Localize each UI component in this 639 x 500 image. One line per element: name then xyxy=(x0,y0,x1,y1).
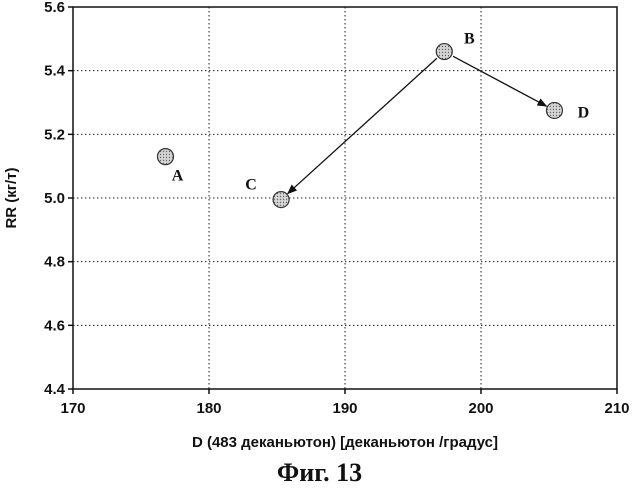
y-axis: 4.4 4.6 4.8 5.0 5.2 5.4 5.6 xyxy=(44,0,73,398)
x-tick-label: 200 xyxy=(468,400,493,417)
y-tick-label: 5.0 xyxy=(44,190,65,207)
x-tick-label: 210 xyxy=(604,400,629,417)
y-tick-label: 4.8 xyxy=(44,254,65,271)
y-tick-label: 5.4 xyxy=(44,63,66,80)
x-tick-label: 170 xyxy=(60,400,85,417)
x-axis-label: D (483 деканьютон) [деканьютон /градус] xyxy=(192,434,498,451)
point-label-C: C xyxy=(245,177,257,194)
point-label-D: D xyxy=(578,104,590,121)
point-label-B: B xyxy=(464,31,475,48)
arrows xyxy=(288,56,547,193)
arrow-B-D xyxy=(453,56,546,106)
y-tick-label: 5.2 xyxy=(44,126,65,143)
figure-caption: Фиг. 13 xyxy=(0,458,639,488)
arrow-B-C xyxy=(288,58,437,193)
x-tick-label: 180 xyxy=(196,400,221,417)
y-axis-label: RR (кг/т) xyxy=(3,167,20,228)
data-point-C xyxy=(273,192,289,208)
x-tick-label: 190 xyxy=(332,400,357,417)
grid-lines xyxy=(73,7,617,389)
data-point-D xyxy=(546,102,562,118)
data-point-A xyxy=(157,149,173,165)
x-axis: 170 180 190 200 210 xyxy=(60,389,629,417)
data-points: A B C D xyxy=(157,31,589,208)
y-tick-label: 4.4 xyxy=(44,381,66,398)
data-point-B xyxy=(436,44,452,60)
point-label-A: A xyxy=(172,168,184,185)
y-tick-label: 5.6 xyxy=(44,0,65,16)
y-tick-label: 4.6 xyxy=(44,317,65,334)
chart: 170 180 190 200 210 4.4 4.6 4.8 5.0 5.2 5.4 5.6 A B… xyxy=(0,0,639,460)
